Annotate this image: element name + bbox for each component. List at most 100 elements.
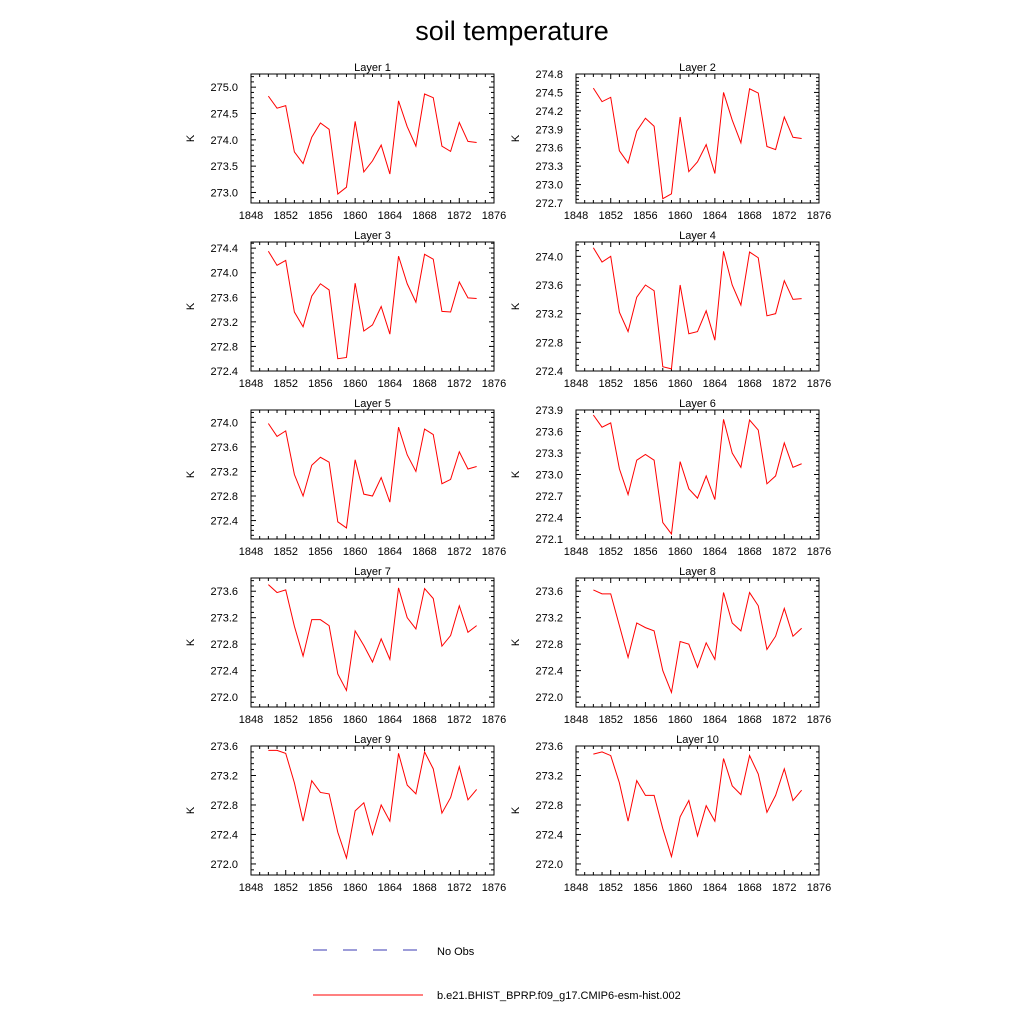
x-tick-label-layer-6: 1856 xyxy=(633,546,657,558)
x-tick-label-layer-6: 1872 xyxy=(772,546,796,558)
legend-label-model: b.e21.BHIST_BPRP.f09_g17.CMIP6-esm-hist.… xyxy=(437,990,681,1002)
plot-frame-layer-2 xyxy=(575,73,820,204)
x-tick-label-layer-6: 1860 xyxy=(668,546,692,558)
y-axis-label-layer-5: K xyxy=(185,470,197,478)
y-tick-label-layer-6: 273.3 xyxy=(535,448,563,460)
x-tick-label-layer-3: 1860 xyxy=(343,378,367,390)
plot-frame-layer-6 xyxy=(575,409,820,540)
panels: Layer 1 K 1848 1852 1856 1860 1864 1868 1872 1876… xyxy=(185,62,831,894)
y-tick-label-layer-10: 272.8 xyxy=(535,800,563,812)
y-tick-label-layer-3: 273.2 xyxy=(210,317,238,329)
x-tick-label-layer-7: 1852 xyxy=(273,714,297,726)
x-tick-label-layer-8: 1848 xyxy=(564,714,588,726)
x-tick-label-layer-8: 1872 xyxy=(772,714,796,726)
panel-layer-6: Layer 6 K 1848 1852 1856 1860 1864 1868 1872 1876… xyxy=(510,398,831,558)
x-tick-label-layer-10: 1848 xyxy=(564,882,588,894)
x-tick-label-layer-2: 1868 xyxy=(737,210,761,222)
y-axis-label-layer-4: K xyxy=(510,302,522,310)
panel-layer-8: Layer 8 K 1848 1852 1856 1860 1864 1868 1872 1876… xyxy=(510,566,831,726)
x-tick-label-layer-9: 1872 xyxy=(447,882,471,894)
x-tick-label-layer-10: 1872 xyxy=(772,882,796,894)
y-tick-label-layer-4: 274.0 xyxy=(535,251,563,263)
x-tick-label-layer-9: 1864 xyxy=(378,882,402,894)
panel-title-layer-2: Layer 2 xyxy=(679,62,716,74)
panel-title-layer-5: Layer 5 xyxy=(354,398,391,410)
y-tick-label-layer-2: 272.7 xyxy=(535,198,563,210)
series-line-layer-3 xyxy=(267,250,477,360)
x-tick-label-layer-10: 1868 xyxy=(737,882,761,894)
panel-title-layer-6: Layer 6 xyxy=(679,398,716,410)
plot-frame-layer-3 xyxy=(250,241,495,372)
x-tick-label-layer-7: 1848 xyxy=(239,714,263,726)
x-tick-label-layer-2: 1872 xyxy=(772,210,796,222)
x-tick-label-layer-1: 1852 xyxy=(273,210,297,222)
x-tick-label-layer-9: 1848 xyxy=(239,882,263,894)
y-tick-label-layer-3: 274.4 xyxy=(210,243,238,255)
panel-title-layer-8: Layer 8 xyxy=(679,566,716,578)
series-line-layer-2 xyxy=(592,87,802,200)
x-tick-label-layer-7: 1868 xyxy=(412,714,436,726)
x-tick-label-layer-9: 1852 xyxy=(273,882,297,894)
series-line-layer-10 xyxy=(593,751,803,859)
x-tick-label-layer-1: 1876 xyxy=(482,210,506,222)
x-tick-label-layer-7: 1872 xyxy=(447,714,471,726)
y-tick-label-layer-6: 273.9 xyxy=(535,405,563,417)
y-axis-label-layer-6: K xyxy=(510,470,522,478)
y-tick-label-layer-4: 272.4 xyxy=(535,366,563,378)
x-tick-label-layer-1: 1856 xyxy=(308,210,332,222)
x-tick-label-layer-4: 1856 xyxy=(633,378,657,390)
x-tick-label-layer-4: 1864 xyxy=(703,378,727,390)
x-tick-label-layer-5: 1868 xyxy=(412,546,436,558)
series-line-layer-4 xyxy=(592,247,802,370)
x-tick-label-layer-9: 1860 xyxy=(343,882,367,894)
panel-layer-9: Layer 9 K 1848 1852 1856 1860 1864 1868 1872 1876… xyxy=(185,734,506,894)
x-tick-label-layer-7: 1864 xyxy=(378,714,402,726)
series-line-layer-6 xyxy=(592,414,802,536)
y-tick-label-layer-9: 272.8 xyxy=(210,800,238,812)
x-tick-label-layer-6: 1864 xyxy=(703,546,727,558)
panel-title-layer-9: Layer 9 xyxy=(354,734,391,746)
y-tick-label-layer-4: 273.2 xyxy=(535,309,563,321)
x-tick-label-layer-1: 1872 xyxy=(447,210,471,222)
y-axis-label-layer-9: K xyxy=(185,806,197,814)
y-tick-label-layer-7: 272.8 xyxy=(210,639,238,651)
x-tick-label-layer-3: 1876 xyxy=(482,378,506,390)
x-tick-label-layer-9: 1868 xyxy=(412,882,436,894)
x-tick-label-layer-3: 1848 xyxy=(239,378,263,390)
y-tick-label-layer-3: 272.8 xyxy=(210,341,238,353)
panel-title-layer-7: Layer 7 xyxy=(354,566,391,578)
panel-layer-4: Layer 4 K 1848 1852 1856 1860 1864 1868 1872 1876… xyxy=(510,230,831,390)
y-tick-label-layer-7: 272.0 xyxy=(210,692,238,704)
x-tick-label-layer-2: 1852 xyxy=(598,210,622,222)
y-tick-label-layer-4: 272.8 xyxy=(535,337,563,349)
x-tick-label-layer-1: 1864 xyxy=(378,210,402,222)
y-tick-label-layer-8: 272.0 xyxy=(535,692,563,704)
panel-layer-5: Layer 5 K 1848 1852 1856 1860 1864 1868 1872 1876… xyxy=(185,398,506,558)
series-line-layer-9 xyxy=(268,749,478,861)
y-tick-label-layer-5: 274.0 xyxy=(210,417,238,429)
y-axis-label-layer-1: K xyxy=(185,134,197,142)
y-tick-label-layer-6: 272.1 xyxy=(535,534,563,546)
panel-title-layer-4: Layer 4 xyxy=(679,230,716,242)
y-tick-label-layer-1: 273.0 xyxy=(210,187,238,199)
series-line-layer-1 xyxy=(267,93,477,195)
y-tick-label-layer-9: 272.0 xyxy=(210,859,238,871)
x-tick-label-layer-3: 1856 xyxy=(308,378,332,390)
panel-layer-10: Layer 10 K 1848 1852 1856 1860 1864 1868 1872 187… xyxy=(510,734,831,894)
y-tick-label-layer-8: 273.6 xyxy=(535,586,563,598)
y-axis-label-layer-2: K xyxy=(510,134,522,142)
x-tick-label-layer-6: 1852 xyxy=(598,546,622,558)
plot-frame-layer-9 xyxy=(250,745,495,876)
x-tick-label-layer-9: 1876 xyxy=(482,882,506,894)
x-tick-label-layer-2: 1848 xyxy=(564,210,588,222)
panel-title-layer-3: Layer 3 xyxy=(354,230,391,242)
x-tick-label-layer-10: 1876 xyxy=(807,882,831,894)
x-tick-label-layer-2: 1856 xyxy=(633,210,657,222)
x-tick-label-layer-6: 1848 xyxy=(564,546,588,558)
y-tick-label-layer-10: 272.4 xyxy=(535,829,563,841)
x-tick-label-layer-4: 1868 xyxy=(737,378,761,390)
x-tick-label-layer-1: 1860 xyxy=(343,210,367,222)
y-tick-label-layer-2: 273.6 xyxy=(535,143,563,155)
x-tick-label-layer-9: 1856 xyxy=(308,882,332,894)
